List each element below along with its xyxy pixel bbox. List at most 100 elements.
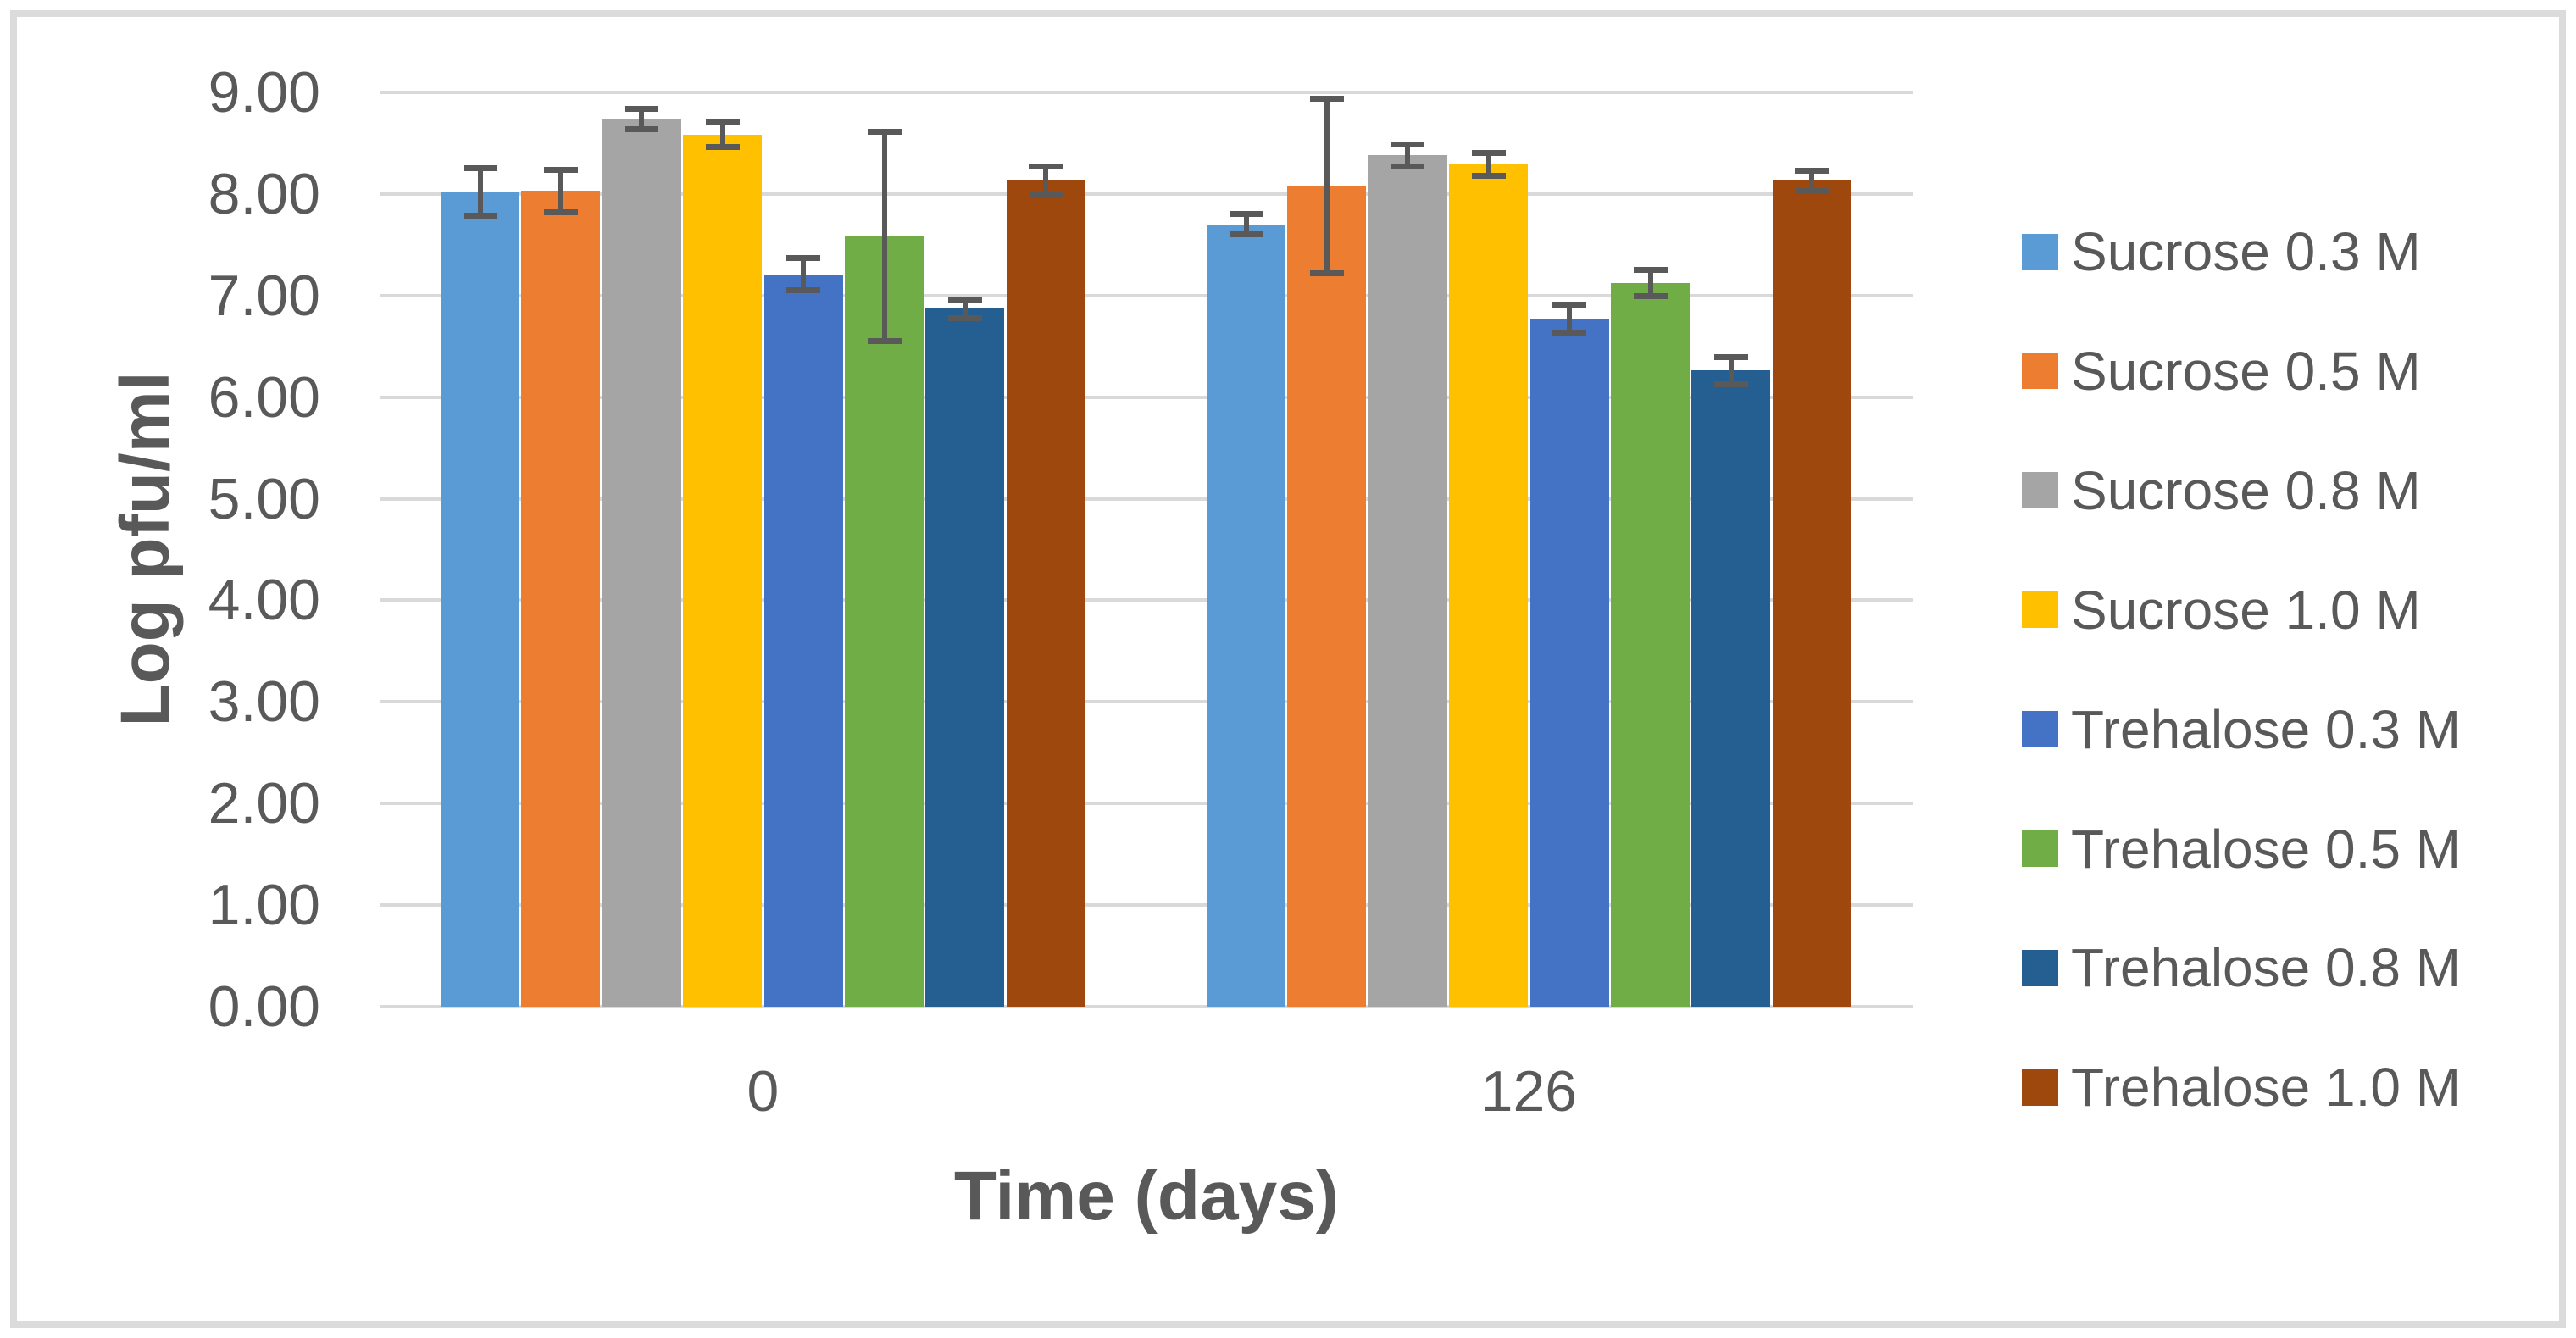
legend-item-sucrose-0-8-m: Sucrose 0.8 M xyxy=(2022,452,2421,529)
error-bar-sucrose-0-8-m-day-126-top-cap xyxy=(1391,141,1425,147)
legend-label: Sucrose 1.0 M xyxy=(2071,579,2421,641)
bar-trehalose-0-8-m-day-126 xyxy=(1691,370,1771,1007)
legend-item-trehalose-0-3-m: Trehalose 0.3 M xyxy=(2022,691,2461,768)
error-bar-sucrose-0-5-m-day-126-top-cap xyxy=(1309,95,1344,102)
legend-item-sucrose-0-3-m: Sucrose 0.3 M xyxy=(2022,214,2421,290)
error-bar-trehalose-0-3-m-day-0-top-cap xyxy=(786,254,821,261)
gridline xyxy=(380,598,1913,602)
bar-sucrose-0-3-m-day-0 xyxy=(441,192,519,1007)
y-tick-label: 1.00 xyxy=(208,873,320,938)
error-bar-trehalose-0-3-m-day-0-bottom-cap xyxy=(786,287,821,294)
error-bar-sucrose-0-8-m-day-126 xyxy=(1405,144,1411,167)
bar-trehalose-0-8-m-day-0 xyxy=(925,308,1005,1007)
legend-item-trehalose-0-5-m: Trehalose 0.5 M xyxy=(2022,811,2461,887)
error-bar-sucrose-1-0-m-day-126 xyxy=(1485,153,1491,176)
error-bar-trehalose-0-8-m-day-0-bottom-cap xyxy=(947,314,982,321)
legend-swatch-icon xyxy=(2022,353,2058,390)
error-bar-trehalose-1-0-m-day-126 xyxy=(1809,170,1815,192)
gridline xyxy=(380,700,1913,704)
legend-item-trehalose-1-0-m: Trehalose 1.0 M xyxy=(2022,1049,2461,1125)
legend-label: Sucrose 0.5 M xyxy=(2071,340,2421,402)
bar-sucrose-0-8-m-day-0 xyxy=(602,119,681,1007)
error-bar-trehalose-0-5-m-day-0-top-cap xyxy=(867,129,902,136)
error-bar-sucrose-1-0-m-day-126-top-cap xyxy=(1471,150,1506,157)
legend-item-sucrose-0-5-m: Sucrose 0.5 M xyxy=(2022,333,2421,409)
y-tick-label: 7.00 xyxy=(208,263,320,328)
bar-sucrose-1-0-m-day-126 xyxy=(1449,164,1529,1007)
error-bar-trehalose-0-3-m-day-0 xyxy=(801,258,807,291)
error-bar-sucrose-0-8-m-day-126-bottom-cap xyxy=(1391,164,1425,170)
legend-swatch-icon xyxy=(2022,591,2058,629)
error-bar-sucrose-0-8-m-day-0-bottom-cap xyxy=(625,125,659,132)
error-bar-trehalose-0-8-m-day-0 xyxy=(962,299,968,319)
error-bar-trehalose-0-3-m-day-126-top-cap xyxy=(1552,302,1587,308)
error-bar-sucrose-1-0-m-day-0-bottom-cap xyxy=(705,144,740,151)
legend-label: Trehalose 0.5 M xyxy=(2071,818,2462,880)
legend-item-trehalose-0-8-m: Trehalose 0.8 M xyxy=(2022,930,2461,1006)
bar-sucrose-0-5-m-day-126 xyxy=(1287,186,1367,1007)
x-category-label: 0 xyxy=(747,1059,780,1124)
error-bar-trehalose-0-5-m-day-126-top-cap xyxy=(1633,267,1668,274)
error-bar-sucrose-0-5-m-day-126 xyxy=(1324,98,1330,274)
error-bar-sucrose-0-3-m-day-0-top-cap xyxy=(463,165,497,172)
legend-swatch-icon xyxy=(2022,830,2058,867)
y-tick-label: 5.00 xyxy=(208,466,320,531)
gridline xyxy=(380,192,1913,196)
error-bar-sucrose-1-0-m-day-0 xyxy=(719,122,725,147)
legend-item-sucrose-1-0-m: Sucrose 1.0 M xyxy=(2022,572,2421,648)
error-bar-trehalose-0-5-m-day-126 xyxy=(1647,269,1653,297)
bar-trehalose-0-3-m-day-126 xyxy=(1530,319,1609,1007)
y-tick-label: 3.00 xyxy=(208,669,320,735)
bar-trehalose-0-5-m-day-0 xyxy=(845,236,924,1007)
error-bar-trehalose-0-8-m-day-126 xyxy=(1728,357,1734,385)
y-tick-label: 0.00 xyxy=(208,974,320,1039)
error-bar-sucrose-0-8-m-day-0-top-cap xyxy=(625,105,659,112)
error-bar-sucrose-0-3-m-day-126 xyxy=(1243,214,1249,235)
y-tick-label: 8.00 xyxy=(208,161,320,226)
legend-label: Trehalose 0.8 M xyxy=(2071,937,2462,999)
legend-swatch-icon xyxy=(2022,1069,2058,1106)
error-bar-sucrose-1-0-m-day-126-bottom-cap xyxy=(1471,172,1506,179)
error-bar-trehalose-1-0-m-day-0-top-cap xyxy=(1029,164,1063,170)
bar-sucrose-1-0-m-day-0 xyxy=(683,135,763,1007)
gridline xyxy=(380,903,1913,908)
error-bar-trehalose-0-3-m-day-126-bottom-cap xyxy=(1552,330,1587,336)
gridline xyxy=(380,91,1913,94)
error-bar-sucrose-1-0-m-day-0-top-cap xyxy=(705,119,740,126)
error-bar-trehalose-0-5-m-day-0 xyxy=(881,131,887,341)
y-tick-label: 6.00 xyxy=(208,364,320,430)
bar-trehalose-0-5-m-day-126 xyxy=(1611,283,1690,1007)
legend-swatch-icon xyxy=(2022,949,2058,986)
error-bar-trehalose-0-8-m-day-126-top-cap xyxy=(1713,354,1748,361)
bar-trehalose-1-0-m-day-0 xyxy=(1006,180,1085,1007)
gridline xyxy=(380,395,1913,399)
legend-label: Sucrose 0.3 M xyxy=(2071,221,2421,282)
error-bar-sucrose-0-5-m-day-0-bottom-cap xyxy=(543,208,578,215)
legend-label: Trehalose 0.3 M xyxy=(2071,698,2462,760)
gridline xyxy=(380,497,1913,501)
error-bar-sucrose-0-3-m-day-126-bottom-cap xyxy=(1229,231,1263,238)
legend-swatch-icon xyxy=(2022,711,2058,748)
y-tick-label: 2.00 xyxy=(208,771,320,836)
legend-swatch-icon xyxy=(2022,233,2058,270)
error-bar-sucrose-0-5-m-day-0 xyxy=(558,169,564,213)
x-category-label: 126 xyxy=(1480,1059,1578,1124)
legend-label: Sucrose 0.8 M xyxy=(2071,459,2421,521)
bar-sucrose-0-8-m-day-126 xyxy=(1368,155,1447,1007)
bar-sucrose-0-5-m-day-0 xyxy=(521,191,601,1007)
bar-trehalose-1-0-m-day-126 xyxy=(1772,180,1852,1007)
legend-swatch-icon xyxy=(2022,472,2058,509)
error-bar-sucrose-0-5-m-day-0-top-cap xyxy=(543,166,578,173)
gridline xyxy=(380,293,1913,297)
error-bar-sucrose-0-8-m-day-0 xyxy=(639,108,645,130)
error-bar-sucrose-0-3-m-day-0 xyxy=(477,168,483,216)
error-bar-sucrose-0-3-m-day-126-top-cap xyxy=(1229,211,1263,218)
gridline xyxy=(380,802,1913,806)
error-bar-trehalose-0-5-m-day-0-bottom-cap xyxy=(867,338,902,345)
x-axis-title: Time (days) xyxy=(953,1158,1340,1235)
gridline xyxy=(380,1005,1913,1008)
error-bar-trehalose-1-0-m-day-126-bottom-cap xyxy=(1795,187,1829,194)
y-tick-label: 9.00 xyxy=(208,60,320,125)
error-bar-trehalose-1-0-m-day-0-bottom-cap xyxy=(1029,192,1063,198)
